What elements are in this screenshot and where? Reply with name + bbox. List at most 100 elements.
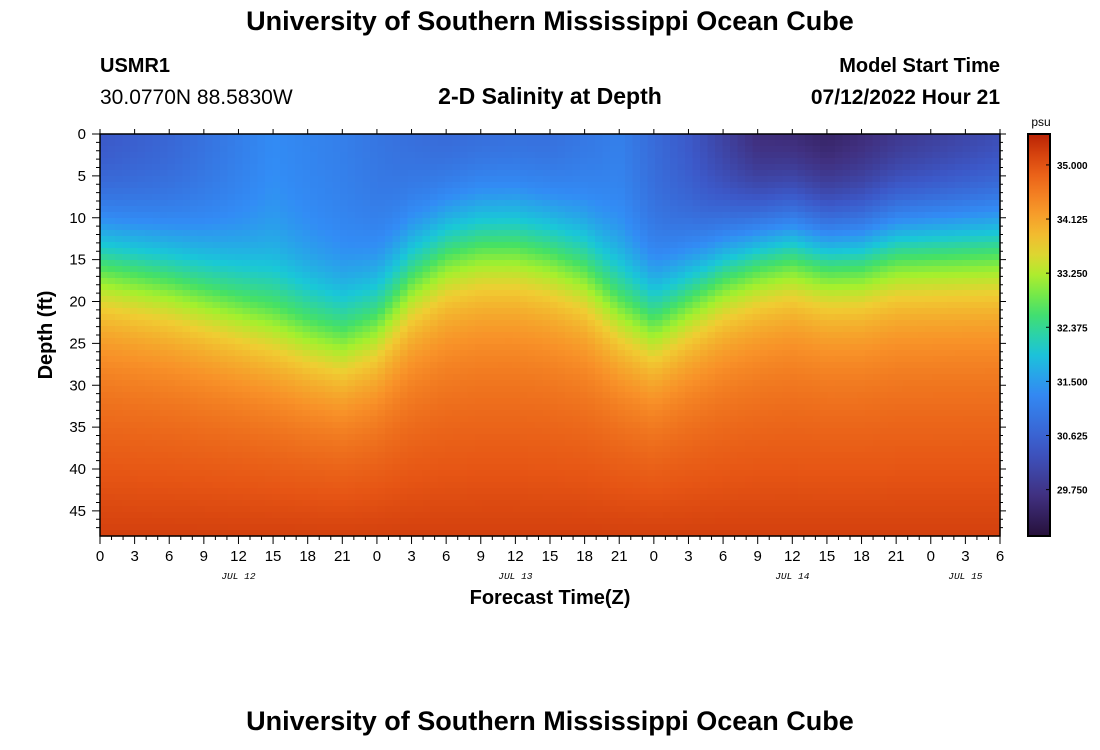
heatmap-cell <box>632 506 641 513</box>
heatmap-cell <box>482 170 491 177</box>
heatmap-cell <box>422 434 431 441</box>
heatmap-cell <box>572 176 581 183</box>
heatmap-cell <box>430 182 439 189</box>
heatmap-cell <box>572 434 581 441</box>
heatmap-cell <box>325 374 334 381</box>
heatmap-cell <box>430 506 439 513</box>
heatmap-cell <box>527 176 536 183</box>
heatmap-cell <box>490 134 499 141</box>
heatmap-cell <box>527 404 536 411</box>
heatmap-cell <box>602 182 611 189</box>
heatmap-cell <box>160 464 169 471</box>
heatmap-cell <box>340 368 349 375</box>
heatmap-cell <box>190 392 199 399</box>
heatmap-cell <box>182 530 191 537</box>
heatmap-cell <box>272 176 281 183</box>
heatmap-cell <box>197 260 206 267</box>
heatmap-cell <box>212 278 221 285</box>
heatmap-cell <box>445 458 454 465</box>
heatmap-cell <box>557 518 566 525</box>
heatmap-cell <box>115 164 124 171</box>
heatmap-cell <box>317 212 326 219</box>
heatmap-cell <box>265 344 274 351</box>
heatmap-cell <box>122 164 131 171</box>
heatmap-cell <box>115 134 124 141</box>
heatmap-cell <box>595 368 604 375</box>
heatmap-cell <box>325 266 334 273</box>
heatmap-cell <box>415 464 424 471</box>
heatmap-cell <box>632 266 641 273</box>
heatmap-cell <box>542 494 551 501</box>
heatmap-cell <box>160 524 169 531</box>
heatmap-cell <box>362 146 371 153</box>
heatmap-cell <box>205 320 214 327</box>
heatmap-cell <box>197 248 206 255</box>
heatmap-cell <box>505 200 514 207</box>
heatmap-cell <box>347 200 356 207</box>
heatmap-cell <box>325 392 334 399</box>
heatmap-cell <box>182 410 191 417</box>
heatmap-cell <box>242 320 251 327</box>
heatmap-cell <box>542 188 551 195</box>
heatmap-cell <box>490 356 499 363</box>
heatmap-cell <box>625 140 634 147</box>
heatmap-cell <box>317 518 326 525</box>
heatmap-cell <box>212 494 221 501</box>
heatmap-cell <box>452 332 461 339</box>
heatmap-cell <box>280 134 289 141</box>
heatmap-cell <box>295 254 304 261</box>
heatmap-cell <box>362 224 371 231</box>
heatmap-cell <box>190 134 199 141</box>
heatmap-cell <box>415 410 424 417</box>
heatmap-cell <box>445 176 454 183</box>
heatmap-cell <box>242 200 251 207</box>
heatmap-cell <box>512 296 521 303</box>
heatmap-cell <box>640 392 649 399</box>
heatmap-cell <box>242 506 251 513</box>
heatmap-cell <box>100 530 109 537</box>
heatmap-cell <box>422 314 431 321</box>
heatmap-cell <box>647 374 656 381</box>
heatmap-cell <box>295 332 304 339</box>
heatmap-cell <box>640 386 649 393</box>
heatmap-cell <box>550 212 559 219</box>
heatmap-cell <box>377 506 386 513</box>
heatmap-cell <box>242 446 251 453</box>
heatmap-cell <box>160 428 169 435</box>
heatmap-cell <box>437 188 446 195</box>
heatmap-cell <box>265 134 274 141</box>
heatmap-cell <box>467 164 476 171</box>
heatmap-cell <box>497 380 506 387</box>
heatmap-cell <box>100 254 109 261</box>
heatmap-cell <box>107 206 116 213</box>
heatmap-cell <box>280 290 289 297</box>
heatmap-cell <box>152 338 161 345</box>
heatmap-cell <box>587 272 596 279</box>
heatmap-cell <box>527 296 536 303</box>
heatmap-cell <box>550 296 559 303</box>
heatmap-cell <box>167 260 176 267</box>
heatmap-cell <box>415 248 424 255</box>
heatmap-cell <box>182 338 191 345</box>
heatmap-cell <box>302 170 311 177</box>
heatmap-cell <box>445 326 454 333</box>
heatmap-cell <box>310 230 319 237</box>
heatmap-cell <box>640 260 649 267</box>
heatmap-cell <box>535 164 544 171</box>
heatmap-cell <box>257 464 266 471</box>
heatmap-cell <box>340 152 349 159</box>
heatmap-cell <box>370 188 379 195</box>
heatmap-cell <box>160 356 169 363</box>
heatmap-cell <box>272 506 281 513</box>
heatmap-cell <box>145 446 154 453</box>
heatmap-cell <box>647 392 656 399</box>
heatmap-cell <box>340 140 349 147</box>
heatmap-cell <box>527 434 536 441</box>
heatmap-cell <box>160 230 169 237</box>
heatmap-cell <box>385 158 394 165</box>
heatmap-cell <box>130 224 139 231</box>
heatmap-cell <box>602 146 611 153</box>
heatmap-cell <box>340 272 349 279</box>
heatmap-cell <box>370 260 379 267</box>
heatmap-cell <box>370 512 379 519</box>
